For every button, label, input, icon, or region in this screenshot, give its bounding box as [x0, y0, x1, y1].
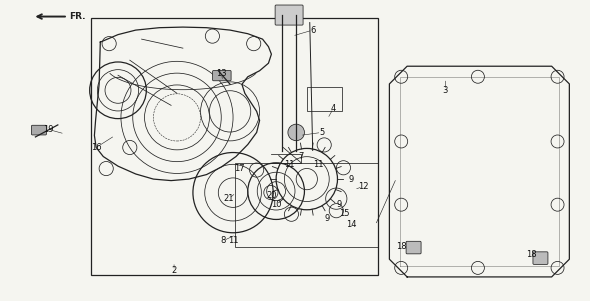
- Text: 9: 9: [337, 200, 342, 209]
- Text: 19: 19: [43, 125, 54, 134]
- Text: 9: 9: [325, 214, 330, 223]
- Text: 8: 8: [220, 236, 226, 245]
- FancyBboxPatch shape: [533, 252, 548, 264]
- Text: 18: 18: [526, 250, 536, 259]
- Text: 15: 15: [339, 209, 349, 218]
- Text: 18: 18: [396, 242, 407, 251]
- Text: 4: 4: [331, 104, 336, 113]
- Circle shape: [288, 124, 304, 141]
- Text: 5: 5: [319, 128, 324, 137]
- Text: 17: 17: [234, 164, 244, 173]
- Text: 11: 11: [284, 160, 294, 169]
- Text: 3: 3: [442, 86, 448, 95]
- Text: 20: 20: [266, 191, 277, 200]
- FancyBboxPatch shape: [275, 5, 303, 25]
- FancyBboxPatch shape: [212, 70, 231, 81]
- Bar: [307, 87, 342, 111]
- Text: 11: 11: [228, 236, 238, 245]
- Text: 2: 2: [172, 266, 176, 275]
- Bar: [235, 163, 378, 247]
- Text: FR.: FR.: [70, 12, 86, 21]
- FancyBboxPatch shape: [406, 241, 421, 254]
- Text: 21: 21: [224, 194, 234, 203]
- Text: 9: 9: [349, 175, 353, 184]
- Text: 14: 14: [346, 220, 356, 229]
- Text: 13: 13: [216, 69, 227, 78]
- Bar: [91, 18, 378, 275]
- Text: 10: 10: [271, 200, 281, 209]
- Text: 16: 16: [91, 143, 101, 152]
- Text: 7: 7: [298, 152, 304, 161]
- Text: 11: 11: [313, 160, 324, 169]
- FancyBboxPatch shape: [31, 125, 47, 135]
- Text: 6: 6: [310, 26, 316, 35]
- Text: 12: 12: [358, 182, 368, 191]
